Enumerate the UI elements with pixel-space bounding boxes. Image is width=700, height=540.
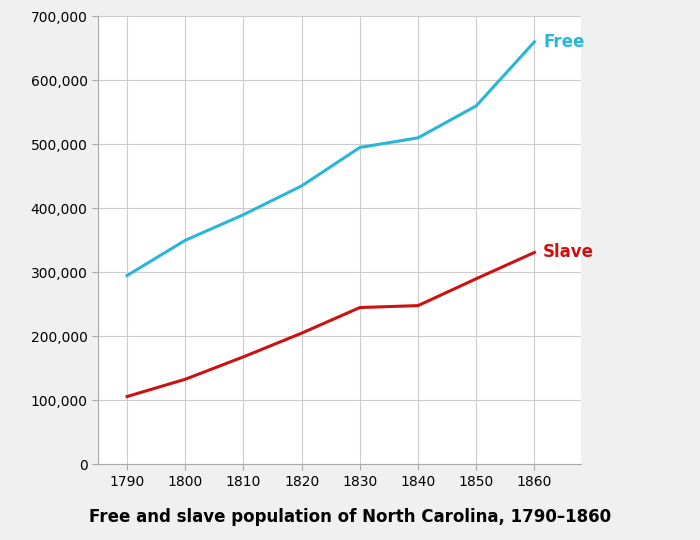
Text: Free and slave population of North Carolina, 1790–1860: Free and slave population of North Carol… xyxy=(89,509,611,526)
Text: Slave: Slave xyxy=(543,244,594,261)
Text: Free: Free xyxy=(543,33,584,51)
